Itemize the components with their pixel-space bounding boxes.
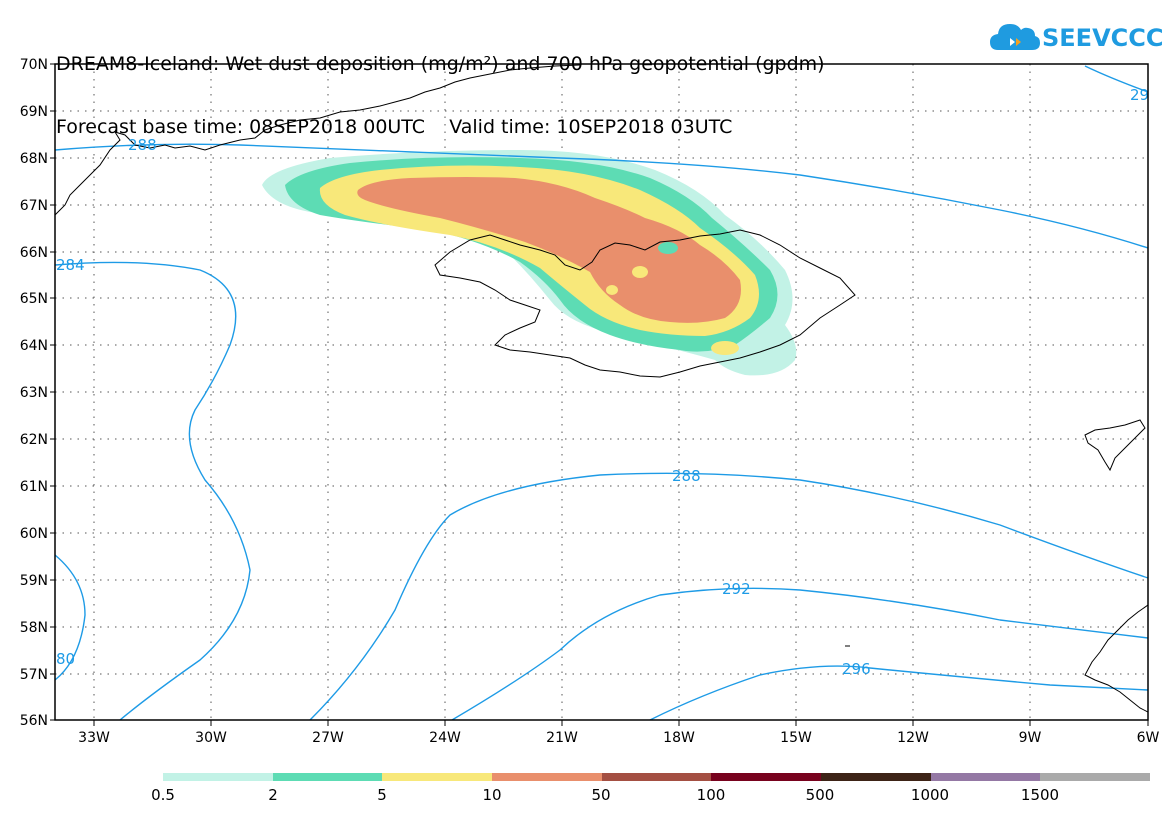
lat-label-58N: 58N	[20, 620, 48, 636]
lat-label-63N: 63N	[20, 385, 48, 401]
contour-label-280: 80	[56, 650, 75, 668]
lat-label-67N: 67N	[20, 198, 48, 214]
lon-label-33W: 33W	[78, 730, 110, 746]
contour-296	[649, 665, 1148, 720]
lat-label-70N: 70N	[20, 57, 48, 73]
legend-labels: 0.5 2 5 10 50 100 500 1000 1500	[0, 786, 1175, 806]
geopotential-contours	[55, 65, 1148, 720]
lat-label-61N: 61N	[20, 479, 48, 495]
dust-deposition-field	[262, 150, 797, 376]
legend-swatch-1	[163, 773, 273, 781]
lat-label-60N: 60N	[20, 526, 48, 542]
legend-swatch-3	[382, 773, 493, 781]
lon-label-12W: 12W	[897, 730, 929, 746]
seevccc-logo: SEEVCCC	[988, 18, 1164, 58]
lat-label-56N: 56N	[20, 713, 48, 729]
legend-swatch-9	[1040, 773, 1151, 781]
legend-label-1500: 1500	[1020, 786, 1060, 804]
deposition-spot-green-1	[658, 242, 678, 254]
lat-label-65N: 65N	[20, 291, 48, 307]
legend-colorbar	[163, 773, 1151, 781]
lat-label-62N: 62N	[20, 432, 48, 448]
legend-swatch-6	[711, 773, 822, 781]
contour-labels: 288 284 288 292 296 80 29	[56, 86, 1149, 678]
legend-swatch-2	[272, 773, 383, 781]
lat-label-57N: 57N	[20, 667, 48, 683]
lon-label-18W: 18W	[663, 730, 695, 746]
legend-swatch-8	[930, 773, 1041, 781]
contour-label-284: 284	[56, 256, 85, 274]
deposition-level-10	[357, 177, 741, 323]
deposition-spot-yellow-2	[632, 266, 648, 278]
legend-swatch-4	[492, 773, 602, 781]
contour-label-292: 292	[722, 580, 751, 598]
lat-label-66N: 66N	[20, 245, 48, 261]
contour-29x-corner	[1084, 65, 1148, 93]
lon-label-27W: 27W	[312, 730, 344, 746]
contour-292	[451, 587, 1148, 720]
logo-text: SEEVCCC	[1042, 24, 1164, 52]
legend-swatch-7	[821, 773, 931, 781]
longitude-axis: 33W 30W 27W 24W 21W 18W 15W 12W 9W 6W	[78, 720, 1160, 746]
lon-label-9W: 9W	[1019, 730, 1042, 746]
deposition-spot-yellow-1	[711, 341, 739, 355]
lat-label-69N: 69N	[20, 104, 48, 120]
coastlines	[55, 64, 1148, 713]
lon-label-24W: 24W	[429, 730, 461, 746]
contour-label-288-north: 288	[128, 136, 157, 154]
contour-label-296: 296	[842, 660, 871, 678]
legend-label-100: 100	[696, 786, 726, 804]
title-line-2: Forecast base time: 08SEP2018 00UTC Vali…	[56, 116, 733, 138]
contour-label-288-south: 288	[672, 467, 701, 485]
lon-label-30W: 30W	[195, 730, 227, 746]
scotland-coast	[1084, 604, 1148, 713]
legend-label-1000: 1000	[910, 786, 950, 804]
contour-284	[55, 261, 251, 720]
latitude-axis: 70N 69N 68N 67N 66N 65N 64N 63N 62N 61N …	[20, 57, 55, 729]
iceland-coast	[434, 229, 856, 378]
contour-288-south	[309, 472, 1148, 720]
greenland-coast	[55, 64, 581, 216]
legend-label-500: 500	[805, 786, 835, 804]
lat-label-64N: 64N	[20, 338, 48, 354]
legend-label-10: 10	[482, 786, 502, 804]
legend-label-0.5: 0.5	[151, 786, 175, 804]
lon-label-21W: 21W	[546, 730, 578, 746]
lat-label-68N: 68N	[20, 151, 48, 167]
faroe-coast	[1084, 419, 1146, 472]
legend-swatch-5	[601, 773, 712, 781]
legend-label-50: 50	[591, 786, 611, 804]
contour-280	[55, 554, 86, 681]
lon-label-15W: 15W	[780, 730, 812, 746]
deposition-spot-yellow-3	[606, 285, 618, 295]
contour-288-north	[55, 143, 1148, 249]
legend-label-2: 2	[268, 786, 278, 804]
legend-label-5: 5	[377, 786, 387, 804]
cloud-icon	[990, 24, 1040, 50]
lat-label-59N: 59N	[20, 573, 48, 589]
lon-label-6W: 6W	[1137, 730, 1160, 746]
contour-label-29x: 29	[1130, 86, 1149, 104]
